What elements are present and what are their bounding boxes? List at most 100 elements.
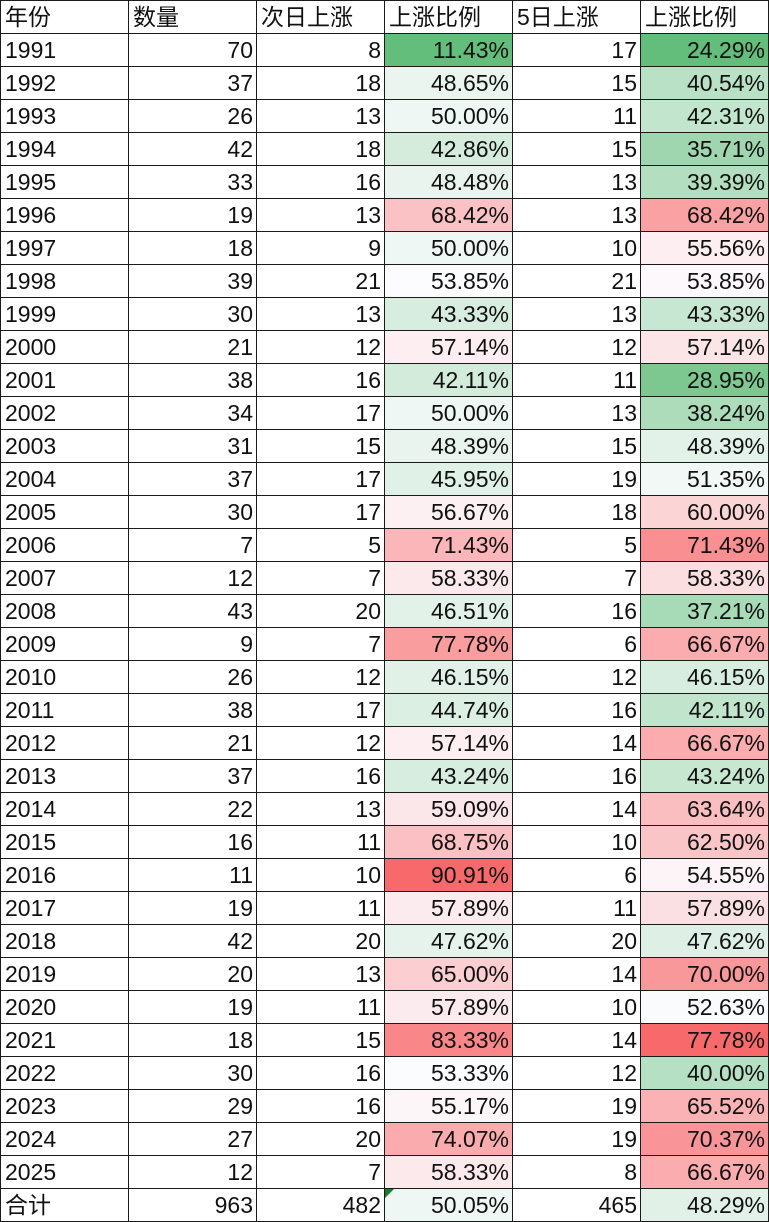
cell-next-day-ratio[interactable]: 11.43% <box>384 33 513 67</box>
cell-five-day-ratio[interactable]: 46.15% <box>640 660 769 694</box>
cell-five-day-up[interactable]: 16 <box>512 759 641 793</box>
cell-next-day-ratio[interactable]: 53.85% <box>384 264 513 298</box>
cell-five-day-up[interactable]: 17 <box>512 33 641 67</box>
cell-next-day-up[interactable]: 16 <box>256 759 385 793</box>
cell-next-day-ratio[interactable]: 57.14% <box>384 330 513 364</box>
cell-next-day-up[interactable]: 13 <box>256 792 385 826</box>
cell-five-day-up[interactable]: 15 <box>512 66 641 100</box>
cell-five-day-up[interactable]: 14 <box>512 726 641 760</box>
cell-five-day-up[interactable]: 12 <box>512 1056 641 1090</box>
cell-next-day-ratio[interactable]: 42.86% <box>384 132 513 166</box>
cell-year[interactable]: 2018 <box>0 924 129 958</box>
cell-year[interactable]: 2003 <box>0 429 129 463</box>
cell-count[interactable]: 21 <box>128 726 257 760</box>
cell-five-day-ratio[interactable]: 35.71% <box>640 132 769 166</box>
cell-five-day-up[interactable]: 21 <box>512 264 641 298</box>
cell-next-day-ratio[interactable]: 47.62% <box>384 924 513 958</box>
cell-five-day-up[interactable]: 11 <box>512 363 641 397</box>
cell-five-day-up[interactable]: 15 <box>512 429 641 463</box>
cell-five-day-ratio[interactable]: 54.55% <box>640 858 769 892</box>
cell-next-day-up[interactable]: 11 <box>256 990 385 1024</box>
cell-year[interactable]: 合计 <box>0 1188 129 1222</box>
cell-year[interactable]: 1991 <box>0 33 129 67</box>
cell-year[interactable]: 2013 <box>0 759 129 793</box>
cell-five-day-ratio[interactable]: 68.42% <box>640 198 769 232</box>
cell-next-day-ratio[interactable]: 57.14% <box>384 726 513 760</box>
cell-five-day-ratio[interactable]: 70.00% <box>640 957 769 991</box>
cell-count[interactable]: 11 <box>128 858 257 892</box>
cell-next-day-ratio[interactable]: 48.48% <box>384 165 513 199</box>
cell-five-day-up[interactable]: 10 <box>512 231 641 265</box>
cell-next-day-ratio[interactable]: 68.75% <box>384 825 513 859</box>
cell-count[interactable]: 27 <box>128 1122 257 1156</box>
cell-next-day-ratio[interactable]: 43.33% <box>384 297 513 331</box>
cell-five-day-up[interactable]: 20 <box>512 924 641 958</box>
cell-next-day-up[interactable]: 8 <box>256 33 385 67</box>
cell-next-day-up[interactable]: 21 <box>256 264 385 298</box>
cell-count[interactable]: 12 <box>128 1155 257 1189</box>
cell-five-day-ratio[interactable]: 70.37% <box>640 1122 769 1156</box>
cell-count[interactable]: 38 <box>128 363 257 397</box>
cell-year[interactable]: 1998 <box>0 264 129 298</box>
cell-next-day-up[interactable]: 17 <box>256 396 385 430</box>
cell-count[interactable]: 18 <box>128 1023 257 1057</box>
cell-year[interactable]: 2011 <box>0 693 129 727</box>
cell-count[interactable]: 31 <box>128 429 257 463</box>
cell-five-day-up[interactable]: 5 <box>512 528 641 562</box>
cell-five-day-ratio[interactable]: 65.52% <box>640 1089 769 1123</box>
cell-five-day-up[interactable]: 14 <box>512 792 641 826</box>
cell-next-day-up[interactable]: 13 <box>256 99 385 133</box>
cell-five-day-ratio[interactable]: 38.24% <box>640 396 769 430</box>
cell-year[interactable]: 1994 <box>0 132 129 166</box>
cell-next-day-ratio[interactable]: 90.91% <box>384 858 513 892</box>
cell-five-day-ratio[interactable]: 58.33% <box>640 561 769 595</box>
cell-next-day-up[interactable]: 15 <box>256 1023 385 1057</box>
cell-count[interactable]: 42 <box>128 924 257 958</box>
cell-five-day-ratio[interactable]: 40.00% <box>640 1056 769 1090</box>
cell-five-day-up[interactable]: 15 <box>512 132 641 166</box>
cell-count[interactable]: 12 <box>128 561 257 595</box>
cell-next-day-up[interactable]: 11 <box>256 825 385 859</box>
cell-next-day-ratio[interactable]: 57.89% <box>384 990 513 1024</box>
cell-count[interactable]: 19 <box>128 198 257 232</box>
cell-five-day-ratio[interactable]: 53.85% <box>640 264 769 298</box>
cell-count[interactable]: 19 <box>128 990 257 1024</box>
cell-count[interactable]: 38 <box>128 693 257 727</box>
cell-five-day-up[interactable]: 13 <box>512 297 641 331</box>
cell-five-day-up[interactable]: 465 <box>512 1188 641 1222</box>
cell-count[interactable]: 9 <box>128 627 257 661</box>
cell-count[interactable]: 30 <box>128 297 257 331</box>
cell-count[interactable]: 22 <box>128 792 257 826</box>
cell-count[interactable]: 39 <box>128 264 257 298</box>
cell-five-day-ratio[interactable]: 77.78% <box>640 1023 769 1057</box>
cell-next-day-up[interactable]: 18 <box>256 66 385 100</box>
cell-next-day-up[interactable]: 7 <box>256 627 385 661</box>
cell-year[interactable]: 2022 <box>0 1056 129 1090</box>
cell-next-day-up[interactable]: 18 <box>256 132 385 166</box>
cell-next-day-ratio[interactable]: 48.39% <box>384 429 513 463</box>
cell-year[interactable]: 1996 <box>0 198 129 232</box>
cell-count[interactable]: 20 <box>128 957 257 991</box>
cell-year[interactable]: 2006 <box>0 528 129 562</box>
cell-five-day-ratio[interactable]: 71.43% <box>640 528 769 562</box>
cell-next-day-up[interactable]: 10 <box>256 858 385 892</box>
cell-five-day-up[interactable]: 13 <box>512 165 641 199</box>
cell-next-day-ratio[interactable]: 65.00% <box>384 957 513 991</box>
cell-year[interactable]: 2015 <box>0 825 129 859</box>
cell-next-day-ratio[interactable]: 58.33% <box>384 561 513 595</box>
cell-year[interactable]: 1992 <box>0 66 129 100</box>
cell-count[interactable]: 33 <box>128 165 257 199</box>
cell-five-day-up[interactable]: 10 <box>512 825 641 859</box>
cell-count[interactable]: 19 <box>128 891 257 925</box>
cell-next-day-up[interactable]: 15 <box>256 429 385 463</box>
cell-five-day-up[interactable]: 6 <box>512 858 641 892</box>
cell-count[interactable]: 29 <box>128 1089 257 1123</box>
cell-next-day-up[interactable]: 17 <box>256 693 385 727</box>
cell-next-day-ratio[interactable]: 83.33% <box>384 1023 513 1057</box>
cell-next-day-up[interactable]: 20 <box>256 1122 385 1156</box>
cell-five-day-up[interactable]: 14 <box>512 1023 641 1057</box>
header-five-day-up[interactable]: 5日上涨 <box>512 0 641 34</box>
cell-five-day-ratio[interactable]: 52.63% <box>640 990 769 1024</box>
cell-next-day-up[interactable]: 12 <box>256 726 385 760</box>
cell-next-day-ratio[interactable]: 68.42% <box>384 198 513 232</box>
